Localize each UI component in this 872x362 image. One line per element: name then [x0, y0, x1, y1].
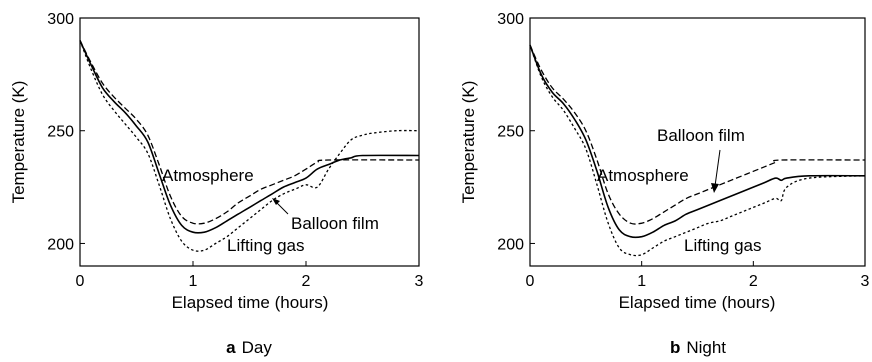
panel-a: 0 1 2 3 200 250 300 Temperature (K) Elapsed ti…	[9, 11, 424, 357]
x-tick-label-a-1: 1	[189, 273, 198, 290]
x-tick-label-b-3: 3	[861, 273, 870, 290]
lines-b	[529, 44, 866, 257]
y-tick-label-a-0: 200	[47, 236, 74, 253]
x-axis-title-b: Elapsed time (hours)	[619, 293, 776, 312]
caption-b: b Night	[670, 338, 726, 357]
plot-frame-b	[529, 17, 866, 267]
caption-text-a: Day	[242, 338, 273, 357]
x-tick-label-a-3: 3	[415, 273, 424, 290]
caption-letter-b: b	[670, 338, 680, 357]
x-tick-label-b-0: 0	[526, 273, 535, 290]
annotation-arrowhead-a	[272, 198, 280, 205]
series-line-atmosphere-a	[79, 40, 420, 225]
x-tick-label-a-0: 0	[76, 273, 85, 290]
annotation-lifting-gas-b: Lifting gas	[684, 236, 762, 255]
series-line-balloon-film-b	[529, 44, 866, 239]
y-axis-title-a: Temperature (K)	[9, 81, 28, 204]
series-line-balloon-film-a	[79, 40, 420, 234]
y-tick-label-a-2: 300	[47, 11, 74, 28]
x-tick-label-a-2: 2	[302, 273, 311, 290]
caption-letter-a: a	[226, 338, 236, 357]
y-axis-title-b: Temperature (K)	[459, 81, 478, 204]
y-tick-label-b-0: 200	[497, 236, 524, 253]
ticks-b: 0 1 2 3 200 250 300	[497, 11, 869, 290]
panel-b: 0 1 2 3 200 250 300 Temperature (K) Elapsed ti…	[459, 11, 870, 357]
plot-frame-a	[79, 17, 420, 267]
x-tick-label-b-1: 1	[637, 273, 646, 290]
series-line-atmosphere-b	[529, 44, 866, 225]
annotation-balloon-film-a: Balloon film	[291, 214, 379, 233]
x-tick-label-b-2: 2	[749, 273, 758, 290]
annotation-lifting-gas-a: Lifting gas	[227, 236, 305, 255]
caption-text-b: Night	[686, 338, 726, 357]
annotation-atmosphere-a: Atmosphere	[162, 166, 254, 185]
x-axis-title-a: Elapsed time (hours)	[172, 293, 329, 312]
caption-a: a Day	[226, 338, 272, 357]
y-tick-label-b-1: 250	[497, 124, 524, 141]
annotation-balloon-film-b: Balloon film	[657, 126, 745, 145]
ticks-a: 0 1 2 3 200 250 300	[47, 11, 423, 290]
annotation-atmosphere-b: Atmosphere	[597, 166, 689, 185]
annotation-arrowhead-b	[711, 183, 719, 193]
annotation-arrow-line-b	[714, 149, 721, 187]
lines-a	[79, 40, 420, 252]
y-tick-label-a-1: 250	[47, 124, 74, 141]
y-tick-label-b-2: 300	[497, 11, 524, 28]
series-line-lifting-gas-b	[529, 44, 866, 257]
